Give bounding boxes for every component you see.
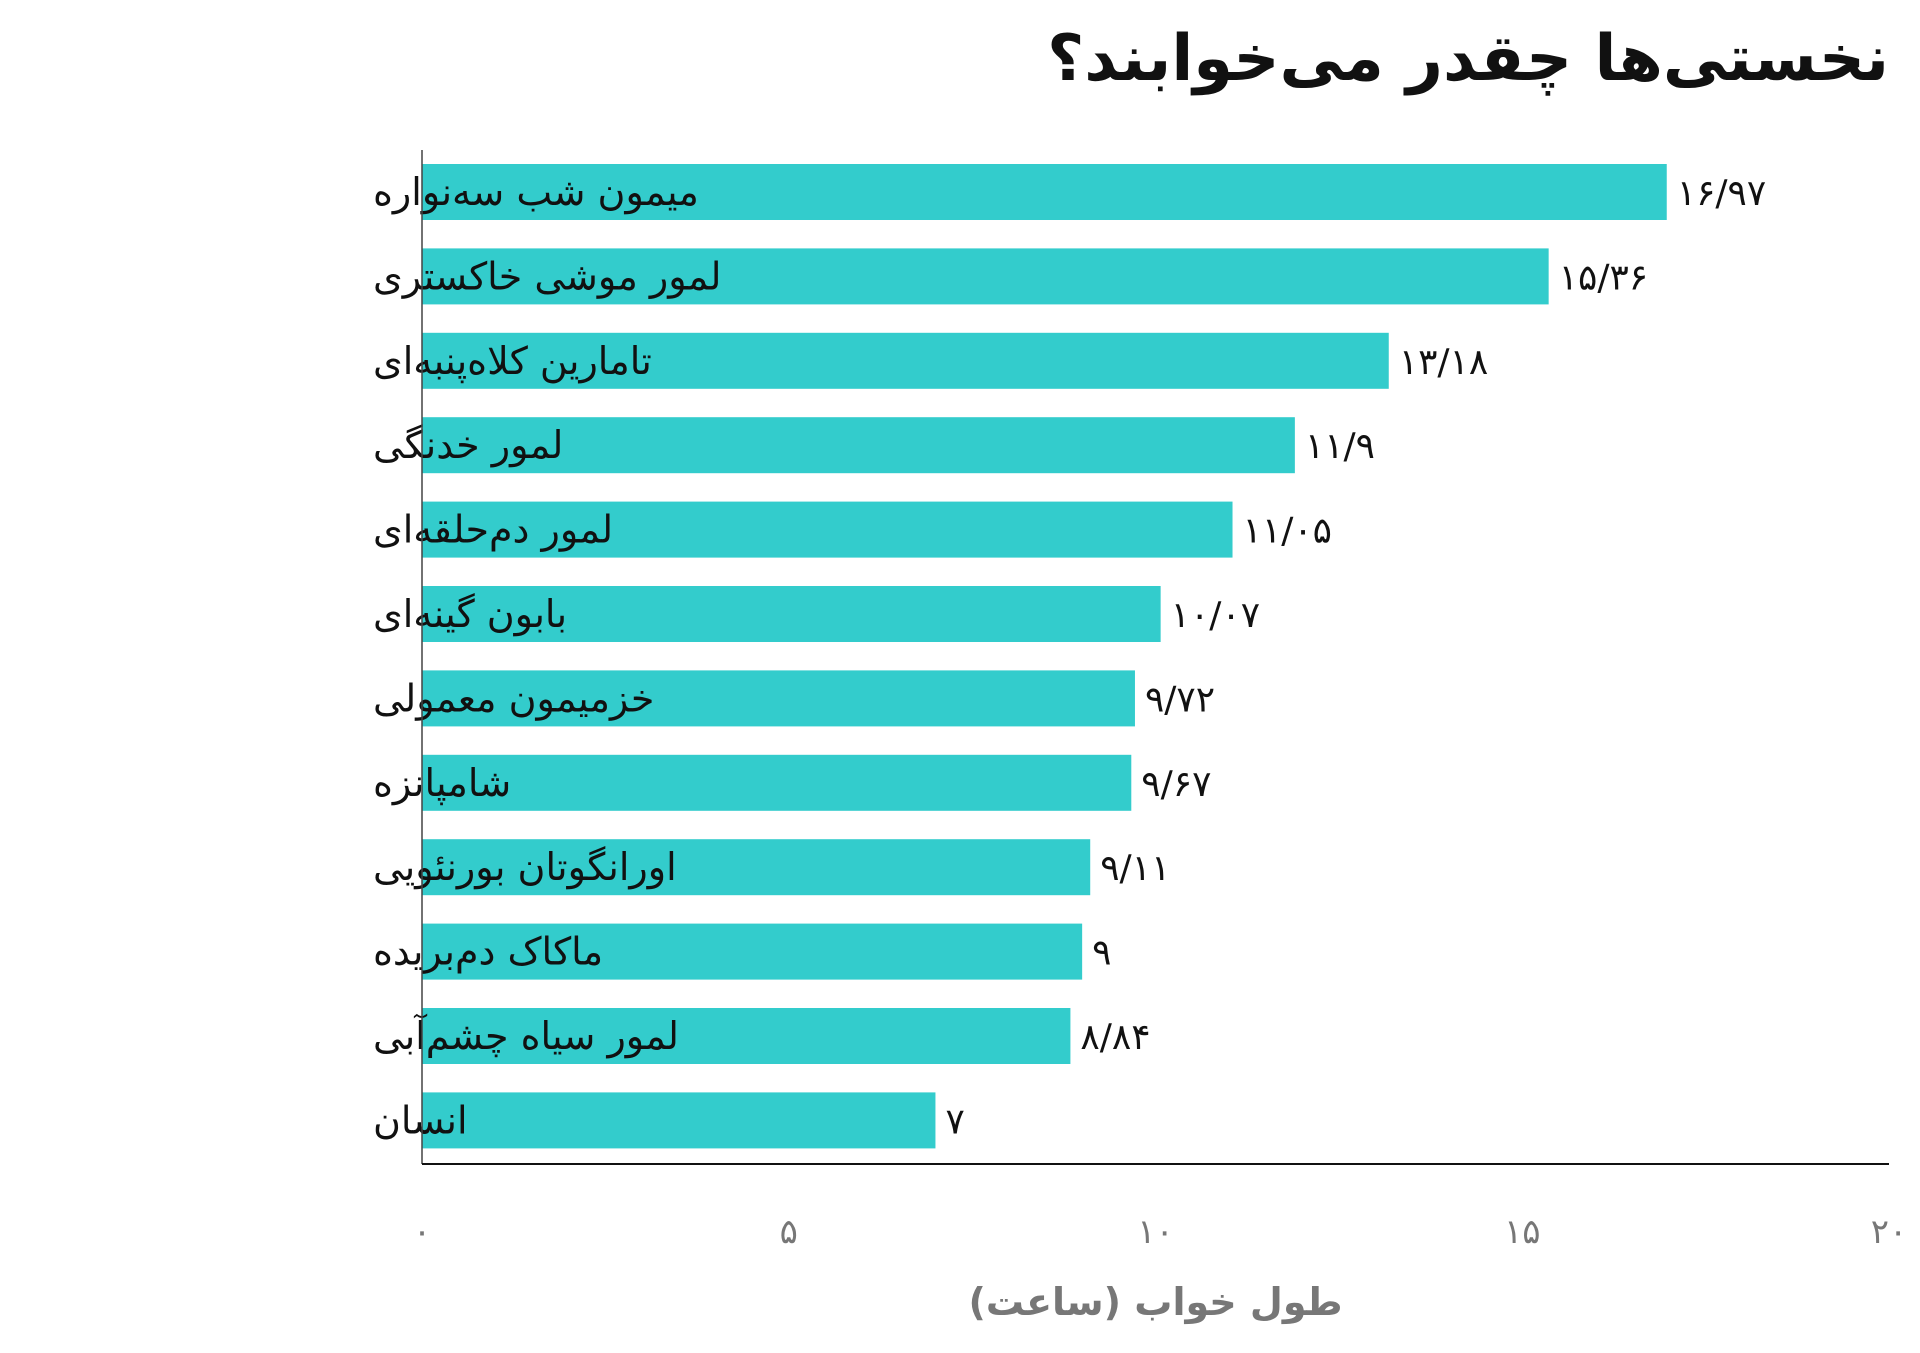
category-label: لمور خدنگی xyxy=(373,423,563,468)
data-label: ۱۶/۹۷ xyxy=(1677,173,1766,214)
data-label: ۸/۸۴ xyxy=(1080,1017,1150,1058)
data-label: ۹/۷۲ xyxy=(1145,679,1215,720)
data-label: ۱۵/۳۶ xyxy=(1559,257,1648,298)
bar xyxy=(422,1092,936,1149)
category-label: اورانگوتان بورنئویی xyxy=(373,845,677,890)
category-label: خزمیمون معمولی xyxy=(373,676,654,721)
category-label: انسان xyxy=(373,1098,468,1142)
data-label: ۹ xyxy=(1092,933,1111,974)
bar xyxy=(422,417,1295,474)
bar xyxy=(422,1008,1071,1064)
bar xyxy=(422,248,1549,305)
bar xyxy=(422,754,1132,811)
category-label: لمور سیاه چشم‌آبی xyxy=(373,1013,679,1059)
x-axis-label: طول خواب (ساعت) xyxy=(968,1280,1342,1324)
category-label: تامارین کلاه‌پنبه‌ای xyxy=(373,339,652,384)
category-label: بابون گینه‌ای xyxy=(373,592,567,637)
data-label: ۱۰/۰۷ xyxy=(1171,595,1260,636)
data-label: ۹/۶۷ xyxy=(1141,764,1211,805)
bar xyxy=(422,923,1083,980)
bar xyxy=(422,501,1233,558)
category-label: لمور موشی خاکستری xyxy=(373,254,721,299)
category-label: لمور دم‌حلقه‌ای xyxy=(373,508,613,553)
data-label: ۱۱/۰۵ xyxy=(1243,511,1332,552)
data-label: ۱۳/۱۸ xyxy=(1399,342,1488,383)
x-tick-label: ۱۰ xyxy=(1137,1212,1174,1252)
x-tick-label: ۵ xyxy=(780,1212,798,1252)
category-label: میمون شب سه‌نواره xyxy=(373,170,699,215)
x-tick-label: ۱۵ xyxy=(1504,1212,1541,1252)
bar xyxy=(422,164,1667,220)
x-tick-label: ۰ xyxy=(413,1212,431,1252)
bar xyxy=(422,670,1135,727)
bar xyxy=(422,332,1389,389)
data-label: ۹/۱۱ xyxy=(1100,848,1170,889)
bar xyxy=(422,839,1091,896)
data-label: ۱۱/۹ xyxy=(1305,426,1375,467)
category-label: ماکاک دم‌بریده xyxy=(373,930,603,975)
data-label: ۷ xyxy=(945,1101,964,1142)
x-tick-label: ۲۰ xyxy=(1871,1212,1908,1252)
chart-title: نخستی‌ها چقدر می‌خوابند؟ xyxy=(1047,22,1889,96)
bar xyxy=(422,586,1161,642)
category-label: شامپانزه xyxy=(373,761,511,806)
